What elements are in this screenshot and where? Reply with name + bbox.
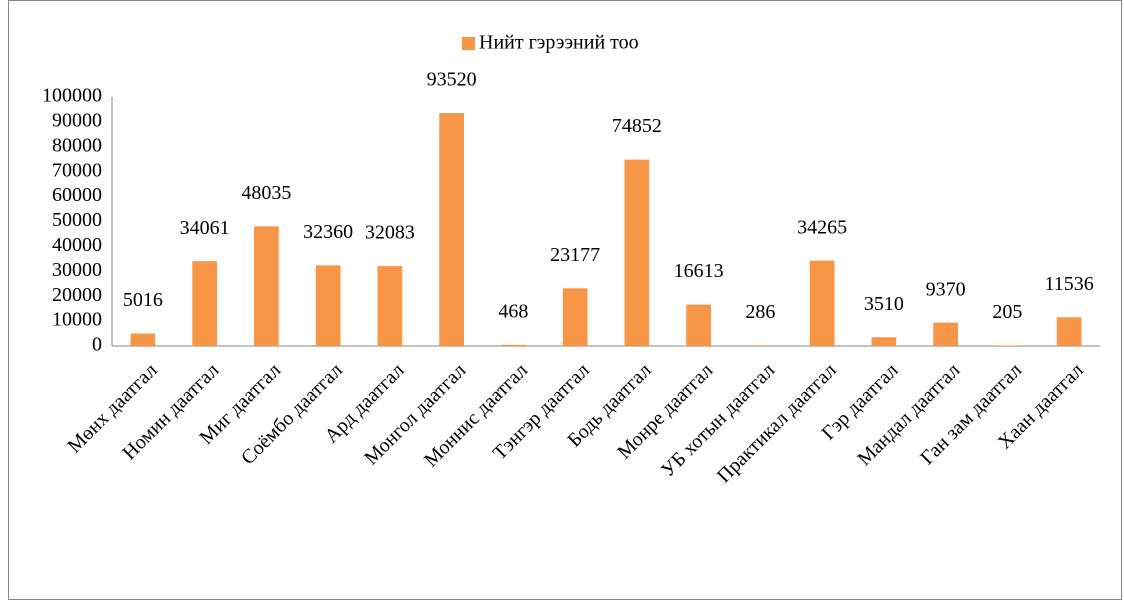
data-label: 23177 [550,244,600,266]
bar [995,345,1020,346]
y-tick-label: 10000 [52,309,102,331]
bar [624,159,650,346]
data-label: 48035 [241,182,291,204]
legend-swatch [462,37,475,50]
data-label: 468 [498,300,528,322]
bar [809,260,835,346]
data-label: 11536 [1044,273,1093,295]
data-label: 74852 [612,115,662,137]
y-tick-label: 100000 [42,85,102,107]
bar [315,265,341,346]
y-tick-label: 70000 [52,159,102,181]
bar [871,337,897,346]
data-label: 32083 [365,222,415,244]
bar [130,333,156,346]
y-tick-label: 30000 [52,259,102,281]
bar [501,344,526,346]
data-label: 9370 [926,278,966,300]
data-label: 286 [745,301,775,323]
legend-label: Нийт гэрээний тоо [479,32,639,54]
bar [1056,317,1082,346]
bar [562,288,588,346]
bar [192,261,217,346]
data-label: 93520 [427,69,477,91]
y-tick-label: 0 [92,334,102,356]
data-label: 34265 [797,216,847,238]
bar [933,322,958,346]
data-label: 205 [992,301,1022,323]
bar [439,113,464,347]
y-tick-label: 20000 [52,284,102,306]
bar [377,266,403,346]
y-tick-label: 80000 [52,134,102,156]
y-tick-label: 60000 [52,184,102,206]
bar [686,304,711,346]
bar [254,226,279,346]
bar [748,345,773,346]
data-label: 34061 [180,217,230,239]
data-label: 5016 [123,289,163,311]
data-label: 16613 [674,260,724,282]
y-tick-label: 50000 [52,209,102,231]
y-tick-label: 40000 [52,234,102,256]
y-tick-label: 90000 [52,109,102,131]
data-label: 32360 [303,221,353,243]
data-label: 3510 [864,293,904,315]
